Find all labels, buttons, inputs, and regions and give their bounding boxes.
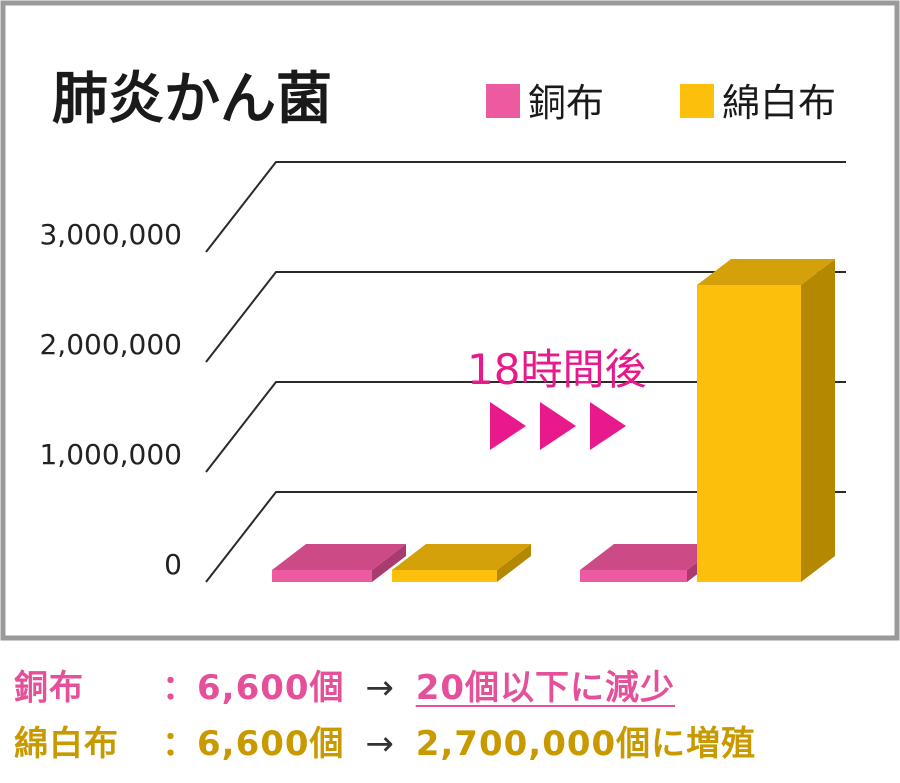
bar-top (580, 544, 721, 570)
y-axis-ticks: 0 1,000,000 2,000,000 3,000,000 (39, 218, 182, 581)
bar-side (497, 544, 531, 582)
caption-cotton: 綿白布 ：6,600個 → 2,700,000個に増殖 (14, 716, 756, 765)
y-tick-label: 3,000,000 (39, 218, 182, 251)
gridline (205, 161, 846, 253)
chart-frame: 0 1,000,000 2,000,000 3,000,000 肺炎かん菌 銅布 綿白… (0, 0, 900, 641)
bar-chart: 0 1,000,000 2,000,000 3,000,000 肺炎かん菌 銅布 綿白… (0, 0, 900, 641)
arrow-right-icon: → (365, 668, 395, 708)
gridline (205, 491, 846, 583)
bar (580, 570, 687, 582)
gridline (205, 271, 846, 363)
bar-top (272, 544, 406, 570)
legend-label-cotton: 綿白布 (722, 81, 836, 125)
bar-top (392, 544, 531, 570)
bar-top (697, 259, 835, 285)
caption-cotton-label: 綿白布 (14, 724, 119, 764)
caption-cotton-initial: 6,600個 (197, 724, 345, 764)
arrow-right-icon: → (365, 724, 395, 764)
y-tick-label: 1,000,000 (39, 438, 182, 471)
legend-label-copper: 銅布 (528, 81, 604, 125)
bar (697, 285, 801, 582)
bar-side (372, 544, 406, 582)
legend-swatch-cotton (680, 84, 714, 118)
progress-arrows (490, 402, 626, 450)
caption-copper-initial: 6,600個 (197, 668, 345, 708)
caption-copper-result: 20個以下に減少 (415, 668, 676, 708)
bar-side (801, 259, 835, 582)
grid-layer (205, 161, 846, 583)
caption-copper: 銅布 ：6,600個 → 20個以下に減少 (14, 660, 675, 709)
bar-layer (272, 259, 835, 582)
play-arrow-icon (590, 402, 626, 450)
legend: 銅布 綿白布 (486, 81, 836, 125)
chart-title: 肺炎かん菌 (52, 67, 332, 132)
play-arrow-icon (540, 402, 576, 450)
play-arrow-icon (490, 402, 526, 450)
y-tick-label: 0 (164, 548, 182, 581)
caption-cotton-result: 2,700,000個に増殖 (415, 724, 757, 764)
caption-cotton-colon: ： (162, 724, 197, 764)
caption-copper-label: 銅布 (14, 668, 84, 708)
annotation-18h: 18時間後 (467, 345, 646, 394)
gridline (205, 381, 846, 473)
caption-copper-colon: ： (162, 668, 197, 708)
bar (392, 570, 497, 582)
y-tick-label: 2,000,000 (39, 328, 182, 361)
bar (272, 570, 372, 582)
legend-swatch-copper (486, 84, 520, 118)
